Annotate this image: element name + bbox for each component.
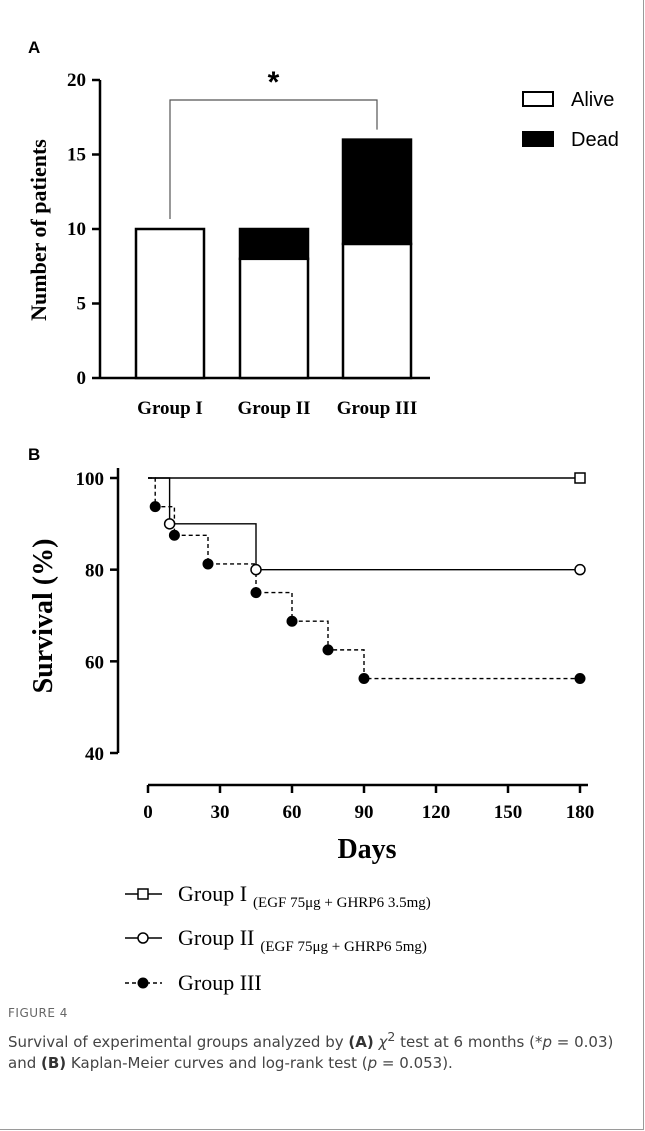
- caption-part: χ: [373, 1033, 388, 1051]
- caption-part: p: [367, 1054, 378, 1072]
- panel-a-letter: A: [28, 38, 40, 57]
- y-tick-label: 40: [85, 744, 104, 765]
- bar-dead: [341, 138, 413, 246]
- x-tick-label: 30: [211, 802, 230, 823]
- caption-part: Kaplan-Meier curves and log-rank test (: [66, 1054, 368, 1072]
- panel-a-ylabel: Number of patients: [26, 139, 51, 321]
- survival-curves: [148, 472, 586, 685]
- y-tick-label: 15: [67, 145, 86, 166]
- y-tick-label: 0: [77, 368, 87, 389]
- survival-marker: [168, 529, 180, 541]
- panel-b-ylabel: Survival (%): [28, 539, 59, 694]
- legend-group-name: Group III: [178, 970, 262, 995]
- survival-marker: [250, 563, 262, 576]
- y-tick-label: 80: [85, 561, 104, 582]
- panel-b-legend: Group I (EGF 75μg + GHRP6 3.5mg) Group II (…: [125, 881, 431, 995]
- legend-swatch-dead: [522, 131, 554, 147]
- survival-line-group-ii: [148, 477, 580, 571]
- caption-part: (A): [348, 1033, 374, 1051]
- survival-marker: [250, 587, 262, 599]
- caption-part: p: [542, 1033, 552, 1051]
- bar-alive: [134, 227, 206, 380]
- y-tick-label: 100: [76, 469, 105, 490]
- legend-group-dose: (EGF 75μg + GHRP6 3.5mg): [253, 895, 431, 911]
- survival-marker: [574, 563, 586, 576]
- legend-label: Dead: [571, 129, 619, 151]
- legend-label: Group II (EGF 75μg + GHRP6 5mg): [178, 925, 427, 955]
- x-category-label: Group III: [337, 398, 417, 419]
- panel-b-axes: 40 60 80 100 0 30 60 90 120 150 180: [76, 468, 595, 823]
- y-tick-label: 10: [67, 219, 86, 240]
- caption-text: Survival of experimental groups analyzed…: [8, 1026, 638, 1074]
- caption-part: = 0.03) and: [8, 1033, 614, 1072]
- x-tick-label: 0: [143, 802, 153, 823]
- legend-marker: [137, 932, 149, 944]
- y-tick-label: 5: [77, 294, 87, 315]
- panel-b-letter: B: [28, 445, 40, 464]
- legend-marker: [137, 977, 149, 989]
- x-tick-label: 150: [494, 802, 523, 823]
- y-tick-label: 60: [85, 652, 104, 673]
- x-tick-label: 90: [355, 802, 374, 823]
- survival-marker: [202, 558, 214, 570]
- legend-marker: [137, 888, 149, 900]
- x-tick-label: 120: [422, 802, 451, 823]
- legend-group-name: Group I: [178, 881, 247, 906]
- legend-group-dose: (EGF 75μg + GHRP6 5mg): [260, 939, 427, 955]
- survival-marker: [322, 644, 334, 656]
- x-category-label: Group I: [137, 398, 203, 419]
- caption-part: = 0.053).: [377, 1054, 453, 1072]
- caption-part: test at 6 months (*: [395, 1033, 543, 1051]
- x-tick-label: 60: [283, 802, 302, 823]
- survival-marker: [574, 472, 586, 484]
- bar-dead: [238, 227, 310, 261]
- panel-b: B 40 60 80 100 0 30 60 90 120 150 180 Survival (%)…: [28, 445, 594, 995]
- panel-a-bars: Group I Group II Group III: [134, 138, 417, 419]
- bar-alive: [238, 257, 310, 380]
- survival-line-group-iii: [148, 477, 580, 680]
- x-category-label: Group II: [237, 398, 310, 419]
- legend-label: Alive: [571, 89, 614, 111]
- significance-star: *: [268, 66, 280, 99]
- bar-alive: [341, 242, 413, 380]
- y-tick-label: 20: [67, 70, 86, 91]
- legend-group-name: Group II: [178, 925, 254, 950]
- legend-swatch-alive: [522, 91, 554, 107]
- caption-part: (B): [41, 1054, 67, 1072]
- figure-caption: FIGURE 4 Survival of experimental groups…: [8, 1006, 638, 1074]
- survival-marker: [358, 673, 370, 685]
- legend-label: Group I (EGF 75μg + GHRP6 3.5mg): [178, 881, 431, 911]
- survival-marker: [163, 518, 176, 530]
- caption-part: Survival of experimental groups analyzed…: [8, 1033, 349, 1051]
- survival-marker: [149, 501, 161, 513]
- x-tick-label: 180: [566, 802, 595, 823]
- panel-b-xlabel: Days: [337, 834, 396, 865]
- survival-marker: [286, 615, 298, 627]
- survival-marker: [574, 673, 586, 685]
- significance-line: [169, 99, 378, 219]
- legend-label: Group III: [178, 970, 262, 995]
- figure-label: FIGURE 4: [8, 1006, 68, 1020]
- panel-a-legend: Alive Dead: [522, 89, 619, 151]
- caption-part: 2: [387, 1029, 396, 1044]
- significance-bracket: *: [169, 66, 378, 219]
